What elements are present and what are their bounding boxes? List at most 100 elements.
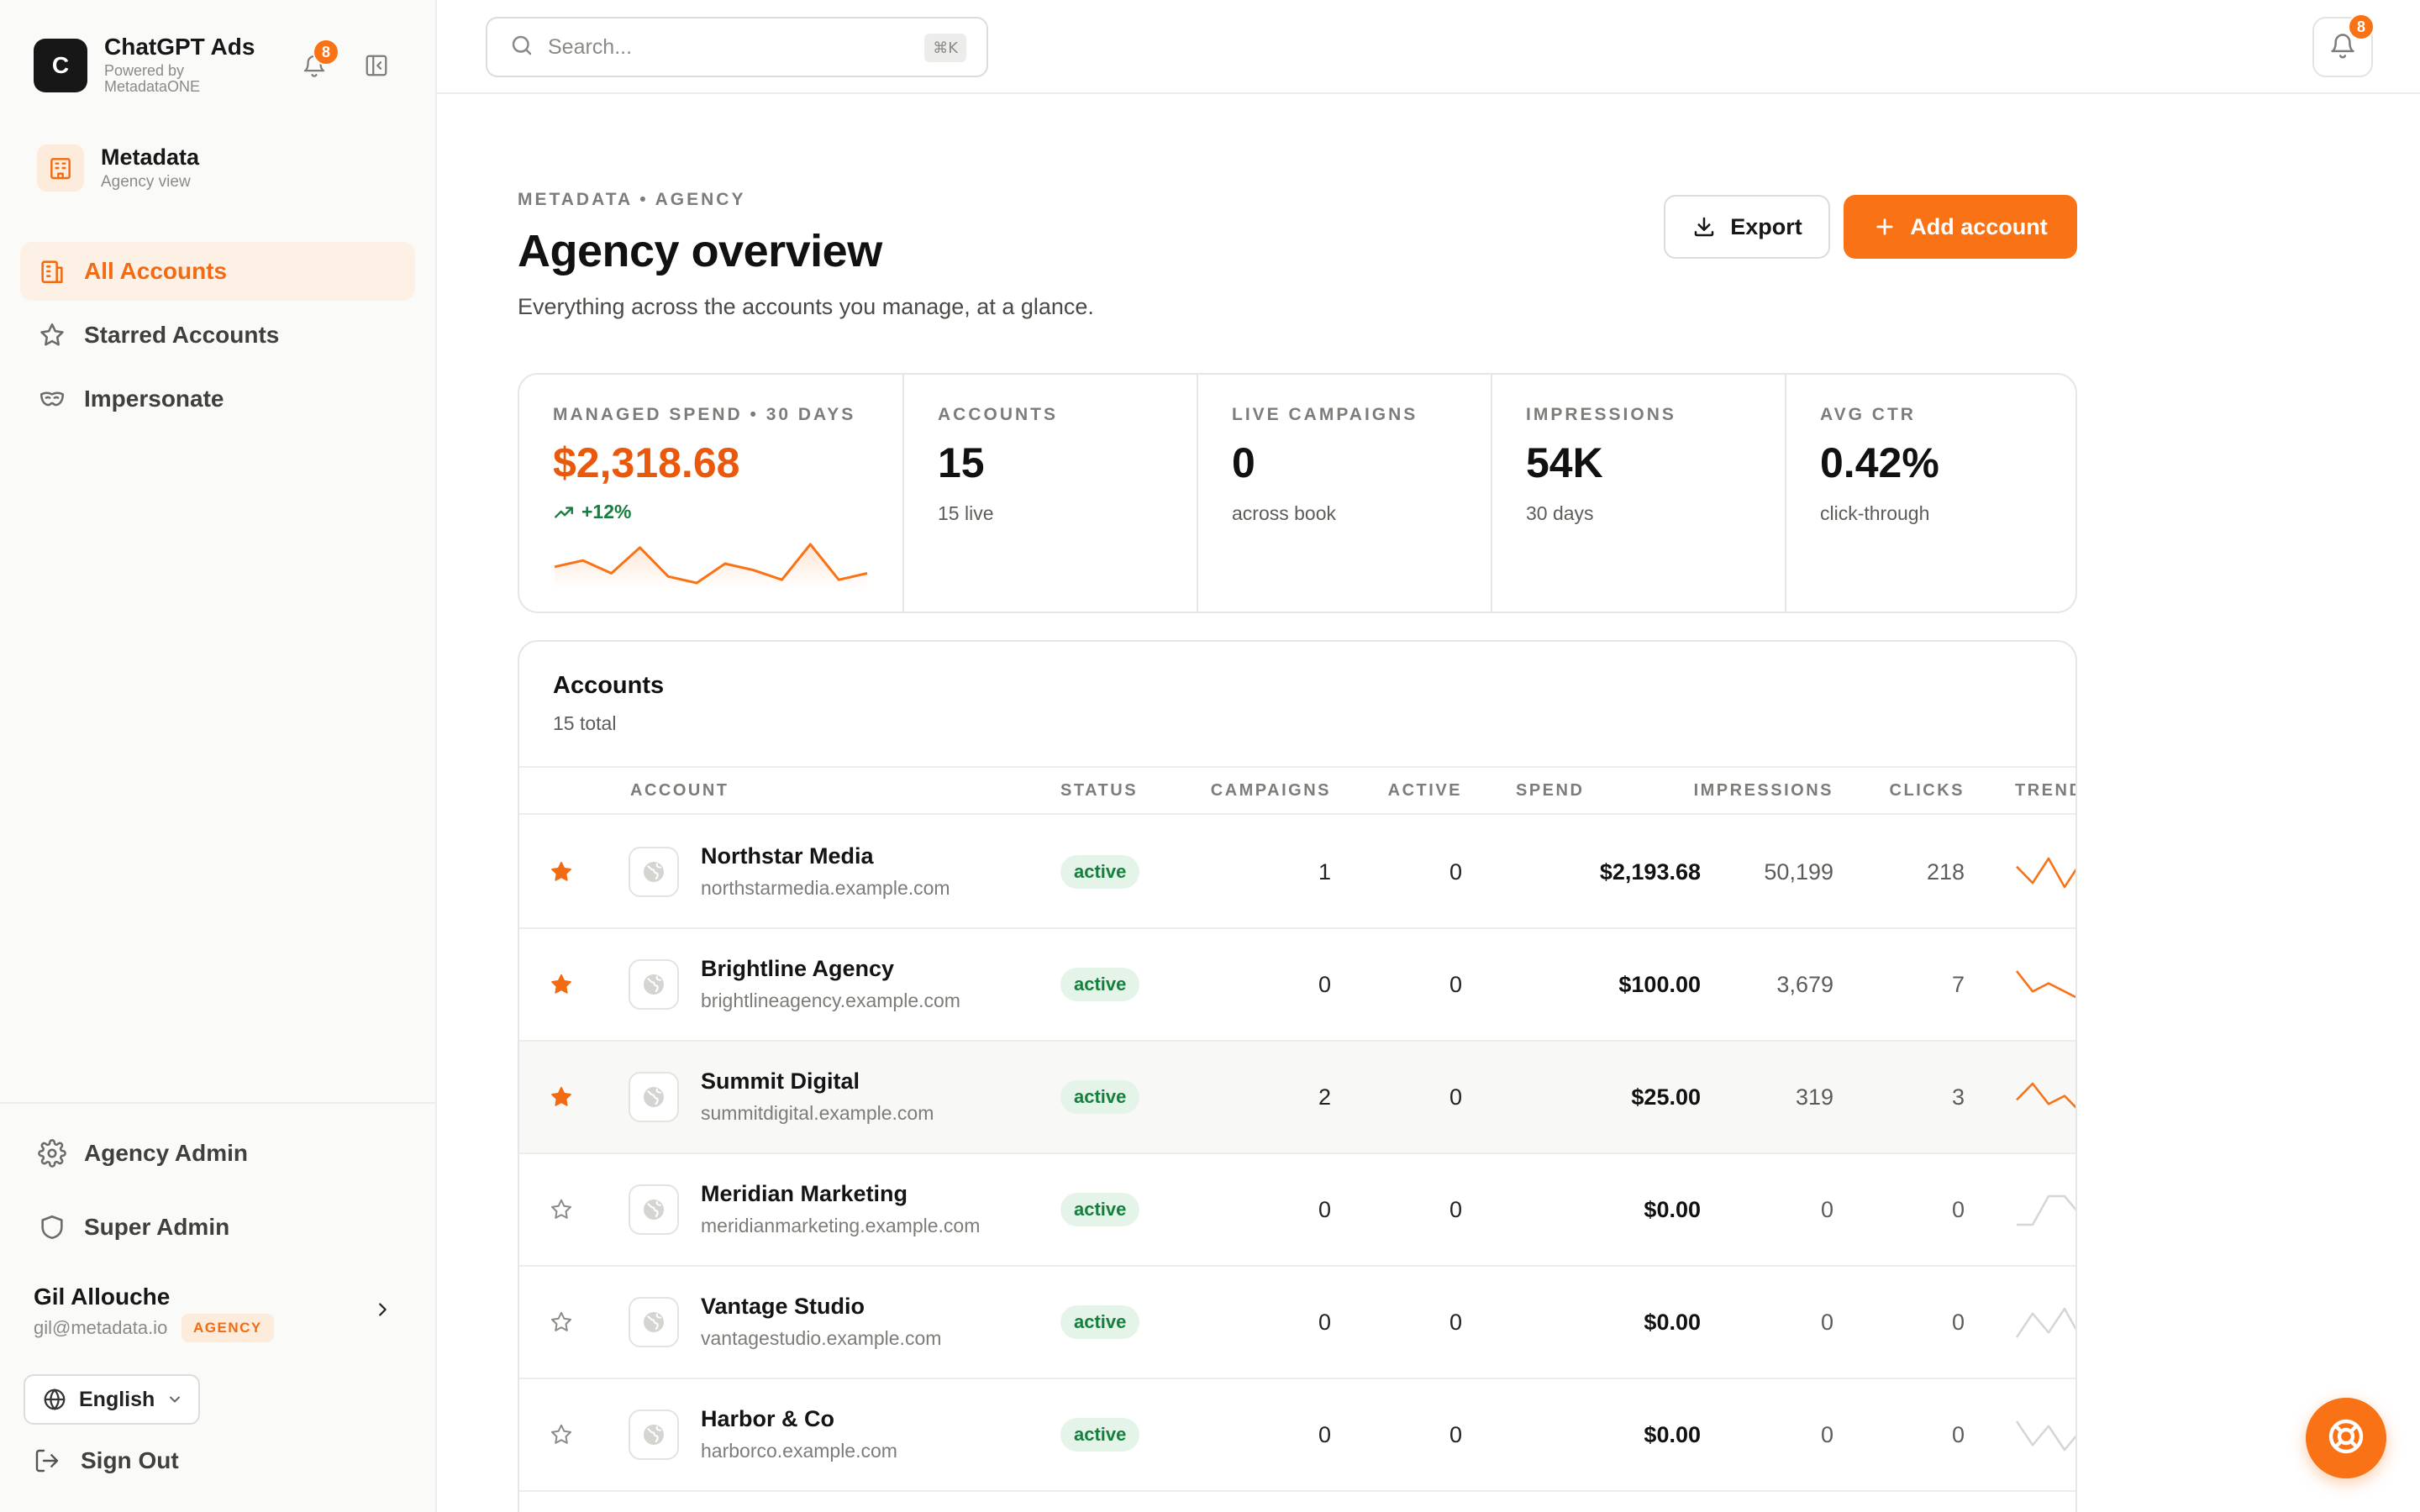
table-row[interactable]: Vantage Studio vantagestudio.example.com a… bbox=[519, 1267, 2075, 1379]
language-select[interactable]: English bbox=[24, 1374, 200, 1425]
trend-sparkline bbox=[2016, 1082, 2075, 1109]
spend-value: $2,193.68 bbox=[1599, 858, 1701, 885]
chevron-right-icon[interactable] bbox=[370, 1297, 395, 1322]
column-header-trend[interactable]: TREND bbox=[2015, 781, 2077, 800]
star-filled-icon[interactable] bbox=[544, 929, 578, 1040]
clicks-value: 0 bbox=[1951, 1421, 1965, 1447]
account-name[interactable]: Harbor & Co bbox=[701, 1406, 835, 1431]
nav-super-admin[interactable]: Super Admin bbox=[20, 1198, 415, 1257]
spend-sparkline bbox=[554, 543, 868, 590]
star-outline-icon[interactable] bbox=[544, 1379, 578, 1490]
search-icon bbox=[509, 33, 534, 62]
help-button[interactable] bbox=[2306, 1398, 2386, 1478]
column-header-campaigns[interactable]: CAMPAIGNS bbox=[1210, 781, 1331, 800]
search-shortcut: ⌘K bbox=[924, 34, 966, 62]
stat-note: click-through bbox=[1820, 502, 1930, 524]
shield-icon bbox=[35, 1210, 69, 1244]
stat-label: IMPRESSIONS bbox=[1526, 405, 1676, 424]
add-account-button[interactable]: Add account bbox=[1844, 195, 2077, 259]
table-row[interactable]: Summit Digital summitdigital.example.com a… bbox=[519, 1042, 2075, 1154]
impressions-value: 0 bbox=[1820, 1421, 1833, 1447]
status-badge: active bbox=[1060, 1193, 1140, 1226]
status-badge: active bbox=[1060, 855, 1140, 889]
account-name[interactable]: Vantage Studio bbox=[701, 1294, 865, 1319]
account-domain: vantagestudio.example.com bbox=[701, 1327, 942, 1349]
search-input[interactable] bbox=[548, 34, 901, 60]
table-row[interactable]: Harbor & Co harborco.example.com active 0 0 $… bbox=[519, 1379, 2075, 1492]
column-header-status[interactable]: STATUS bbox=[1060, 781, 1139, 800]
trend-line bbox=[2016, 1082, 2075, 1109]
nav-impersonate[interactable]: Impersonate bbox=[20, 370, 415, 428]
notification-badge: 8 bbox=[2348, 13, 2375, 40]
globe-icon bbox=[629, 1297, 679, 1347]
campaigns-count: 0 bbox=[1318, 1421, 1331, 1447]
stat-label: ACCOUNTS bbox=[938, 405, 1058, 424]
trend-line bbox=[2015, 970, 2075, 999]
export-button[interactable]: Export bbox=[1664, 195, 1830, 259]
collapse-sidebar-icon[interactable] bbox=[361, 50, 392, 81]
column-header-clicks[interactable]: CLICKS bbox=[1889, 781, 1965, 800]
app-logo[interactable]: C bbox=[34, 39, 87, 92]
sign-out-icon bbox=[34, 1447, 67, 1474]
gear-icon bbox=[35, 1137, 69, 1170]
sidebar: C ChatGPT Ads Powered by MetadataONE 8 M… bbox=[0, 0, 437, 1512]
account-name[interactable]: Summit Digital bbox=[701, 1068, 860, 1094]
table-row[interactable]: Northstar Media northstarmedia.example.co… bbox=[519, 816, 2075, 929]
column-header-account[interactable]: ACCOUNT bbox=[630, 781, 729, 800]
stat-accounts: ACCOUNTS 15 15 live bbox=[902, 375, 1197, 612]
nav-agency-admin[interactable]: Agency Admin bbox=[20, 1124, 415, 1183]
download-icon bbox=[1691, 214, 1717, 239]
star-outline-icon[interactable] bbox=[544, 1267, 578, 1378]
stat-impressions: IMPRESSIONS 54K 30 days bbox=[1491, 375, 1785, 612]
account-name[interactable]: Meridian Marketing bbox=[701, 1181, 908, 1206]
accounts-count: 15 total bbox=[553, 712, 617, 734]
accounts-card: Accounts 15 total ACCOUNT STATUS CAMPAIG… bbox=[518, 640, 2077, 1512]
column-header-impressions[interactable]: IMPRESSIONS bbox=[1693, 781, 1833, 800]
spend-value: $0.00 bbox=[1644, 1196, 1701, 1222]
account-name[interactable]: Brightline Agency bbox=[701, 956, 895, 981]
language-label: English bbox=[79, 1387, 155, 1411]
table-row[interactable]: Brightline Agency brightlineagency.exampl… bbox=[519, 929, 2075, 1042]
star-filled-icon[interactable] bbox=[544, 816, 578, 927]
stat-value: 0.42% bbox=[1820, 439, 1939, 486]
trend-sparkline bbox=[2015, 970, 2075, 999]
clicks-value: 218 bbox=[1926, 858, 1965, 885]
star-outline-icon[interactable] bbox=[544, 1154, 578, 1265]
active-count: 0 bbox=[1449, 1309, 1462, 1335]
search-box[interactable]: ⌘K bbox=[486, 17, 988, 77]
impressions-value: 50,199 bbox=[1764, 858, 1833, 885]
active-count: 0 bbox=[1449, 1421, 1462, 1447]
status-badge: active bbox=[1060, 1418, 1140, 1452]
org-switcher[interactable]: Metadata Agency view bbox=[34, 141, 403, 195]
chevron-down-icon bbox=[166, 1391, 183, 1408]
campaigns-count: 1 bbox=[1318, 858, 1331, 885]
notifications-button[interactable] bbox=[2312, 17, 2373, 77]
active-count: 0 bbox=[1449, 971, 1462, 997]
trend-line bbox=[2015, 1420, 2075, 1452]
active-count: 0 bbox=[1449, 858, 1462, 885]
trend-line bbox=[2016, 857, 2075, 889]
star-icon bbox=[35, 318, 69, 352]
table-row[interactable]: Meridian Marketing meridianmarketing.exam… bbox=[519, 1154, 2075, 1267]
nav-all-accounts[interactable]: All Accounts bbox=[20, 242, 415, 301]
clicks-value: 3 bbox=[1951, 1084, 1965, 1110]
active-count: 0 bbox=[1449, 1084, 1462, 1110]
table-header: ACCOUNT STATUS CAMPAIGNS ACTIVE SPEND IM… bbox=[519, 766, 2077, 815]
star-filled-icon[interactable] bbox=[544, 1042, 578, 1152]
trending-up-icon bbox=[553, 501, 575, 523]
spend-value: $0.00 bbox=[1644, 1421, 1701, 1447]
stat-value: 0 bbox=[1232, 439, 1255, 486]
top-bar: ⌘K 8 bbox=[437, 0, 2420, 94]
impressions-value: 0 bbox=[1820, 1309, 1833, 1335]
column-header-active[interactable]: ACTIVE bbox=[1387, 781, 1462, 800]
stat-delta: +12% bbox=[553, 501, 631, 523]
account-name[interactable]: Northstar Media bbox=[701, 843, 874, 869]
user-email: gil@metadata.io bbox=[34, 1317, 168, 1338]
column-header-spend[interactable]: SPEND bbox=[1516, 781, 1585, 800]
nav-starred-accounts[interactable]: Starred Accounts bbox=[20, 306, 415, 365]
active-count: 0 bbox=[1449, 1196, 1462, 1222]
clicks-value: 0 bbox=[1951, 1309, 1965, 1335]
stat-note: 15 live bbox=[938, 502, 994, 524]
breadcrumb: METADATA • AGENCY bbox=[518, 190, 746, 209]
sign-out-button[interactable]: Sign Out bbox=[34, 1440, 179, 1482]
